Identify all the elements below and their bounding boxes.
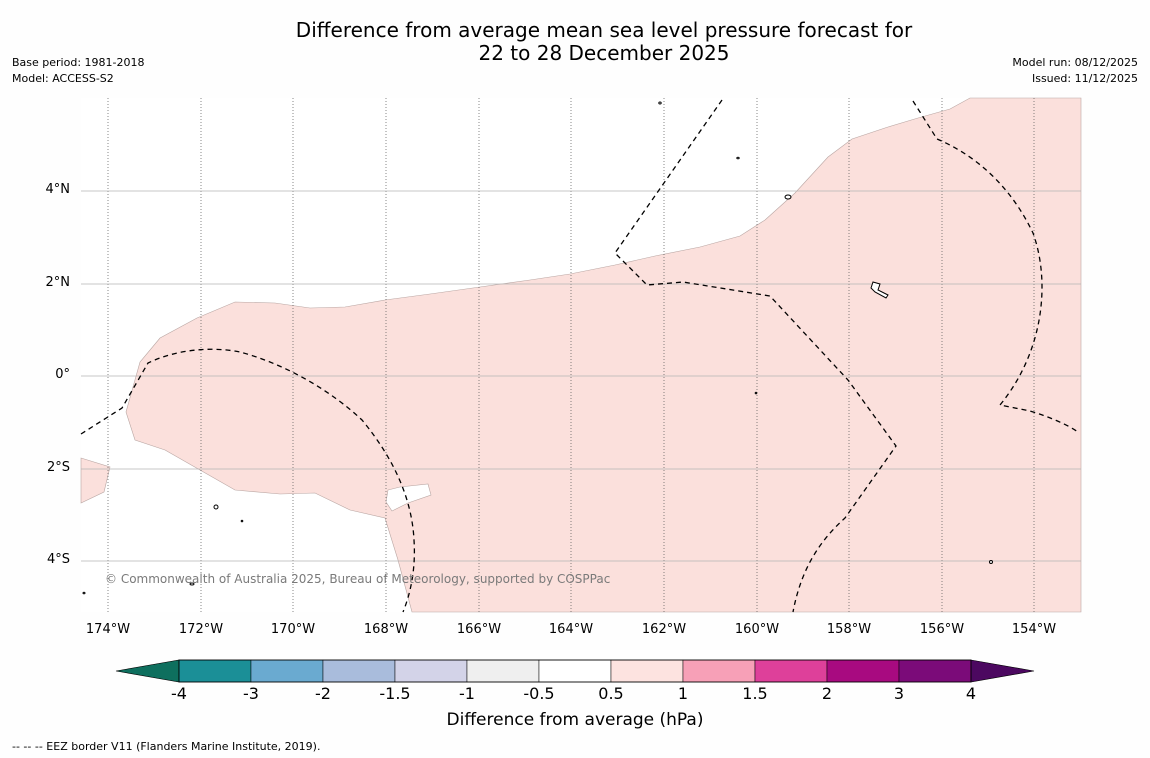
lon-label-156w: 156°W [919, 622, 965, 637]
colorbar-tick: 1.5 [742, 684, 768, 703]
lon-label-166w: 166°W [456, 622, 502, 637]
model-run: Model run: 08/12/2025 [1012, 56, 1138, 69]
colorbar-tick: -3 [243, 684, 259, 703]
lon-label-164w: 164°W [548, 622, 594, 637]
colorbar-tick: -2 [315, 684, 331, 703]
island-4 [754, 391, 758, 395]
colorbar-tick: 0.5 [598, 684, 624, 703]
colorbar [115, 659, 1035, 683]
colorbar-tick: 4 [965, 684, 977, 703]
colorbar-outline [178, 659, 972, 683]
colorbar-extend-left [115, 659, 180, 683]
colorbar-cell [394, 659, 468, 683]
eez-border-central [614, 99, 897, 613]
colorbar-cell [538, 659, 612, 683]
base-period: Base period: 1981-2018 [12, 56, 145, 69]
lon-label-160w: 160°W [734, 622, 780, 637]
meta-left: Base period: 1981-2018 Model: ACCESS-S2 [12, 55, 144, 87]
eez-footnote: -- -- -- EEZ border V11 (Flanders Marine… [12, 740, 321, 753]
colorbar-tick: -1 [459, 684, 475, 703]
island-3 [784, 194, 792, 200]
colorbar-cell [466, 659, 540, 683]
lon-label-168w: 168°W [363, 622, 409, 637]
colorbar-tick: 3 [893, 684, 905, 703]
island-kiritimati [870, 281, 889, 299]
colorbar-label: Difference from average (hPa) [446, 710, 704, 730]
colorbar-cell [754, 659, 828, 683]
island-2 [736, 156, 740, 160]
colorbar-tick: -0.5 [523, 684, 555, 703]
lat-label-0: 0° [55, 367, 70, 382]
lon-label-154w: 154°W [1011, 622, 1057, 637]
copyright-notice: © Commonwealth of Australia 2025, Bureau… [105, 572, 611, 586]
colorbar-tick: 2 [821, 684, 833, 703]
lat-label-4n: 4°N [45, 182, 71, 197]
lon-label-170w: 170°W [270, 622, 316, 637]
model-name: Model: ACCESS-S2 [12, 72, 114, 85]
colorbar-cell [178, 659, 252, 683]
colorbar-tick: 1 [677, 684, 689, 703]
island-1 [658, 101, 662, 105]
lon-label-162w: 162°W [641, 622, 687, 637]
lon-label-172w: 172°W [178, 622, 224, 637]
lon-label-174w: 174°W [85, 622, 131, 637]
lat-label-2s: 2°S [46, 460, 70, 475]
lon-label-158w: 158°W [826, 622, 872, 637]
islands [82, 101, 993, 595]
colorbar-cell [682, 659, 756, 683]
lat-label-2n: 2°N [45, 275, 71, 290]
issued-date: Issued: 11/12/2025 [1031, 72, 1138, 85]
colorbar-cell [898, 659, 972, 683]
eez-border-kiribati-west [80, 348, 416, 613]
colorbar-cell [610, 659, 684, 683]
anomaly-region-main [125, 97, 1082, 613]
island-5 [213, 504, 219, 510]
chart-title: Difference from average mean sea level p… [0, 19, 1150, 65]
colorbar-cell [322, 659, 396, 683]
island-6 [240, 519, 244, 523]
meta-right: Model run: 08/12/2025 Issued: 11/12/2025 [1012, 55, 1138, 87]
latitude-gridlines [81, 190, 1081, 562]
island-8 [989, 560, 993, 564]
colorbar-cell [250, 659, 324, 683]
lat-label-4s: 4°S [46, 552, 70, 567]
colorbar-cell [826, 659, 900, 683]
eez-borders [80, 99, 1079, 613]
colorbar-extend-right [970, 659, 1035, 683]
colorbar-cells [178, 659, 972, 683]
colorbar-tick: -1.5 [379, 684, 411, 703]
island-9 [82, 591, 86, 595]
island-7 [189, 582, 195, 586]
colorbar-tick: -4 [171, 684, 187, 703]
title-line-2: 22 to 28 December 2025 [478, 41, 730, 65]
title-line-1: Difference from average mean sea level p… [295, 18, 913, 42]
